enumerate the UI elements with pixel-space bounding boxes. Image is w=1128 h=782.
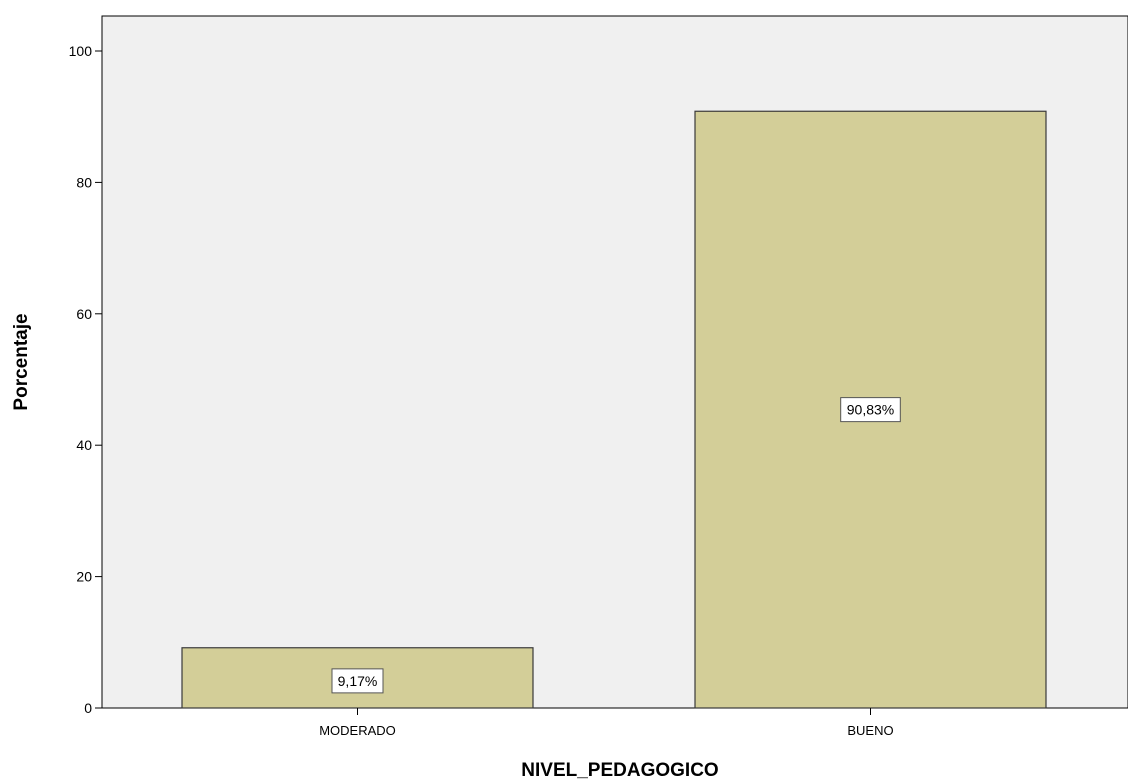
y-tick-label: 100: [69, 43, 93, 59]
y-tick-label: 60: [76, 306, 92, 322]
x-category-label: BUENO: [847, 723, 893, 738]
data-label-box: [331, 668, 384, 694]
x-axis-categories: MODERADO BUENO: [319, 708, 894, 738]
y-tick-label: 20: [76, 569, 92, 585]
x-axis-title: NIVEL_PEDAGOGICO: [521, 760, 718, 781]
y-axis-title: Porcentaje: [11, 313, 32, 410]
y-tick-label: 80: [76, 174, 92, 190]
data-label: 9,17%: [338, 673, 378, 689]
y-tick-label: 40: [76, 437, 92, 453]
bars: 9,17% 90,83%: [181, 110, 1047, 709]
y-tick-label: 0: [84, 700, 92, 716]
x-category-label: MODERADO: [319, 723, 396, 738]
data-label-box: [840, 397, 901, 423]
y-axis-ticks: 0 20 40 60 80 100: [69, 43, 102, 716]
data-label: 90,83%: [847, 402, 894, 418]
